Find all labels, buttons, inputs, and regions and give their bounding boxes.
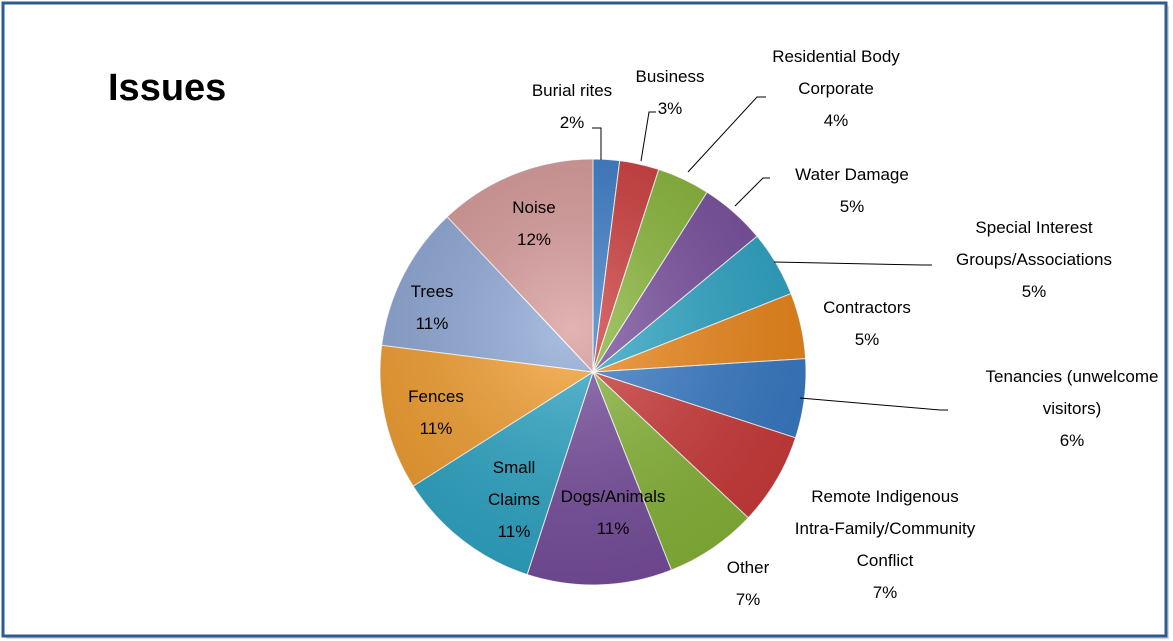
leader-line bbox=[592, 127, 602, 160]
category-label: Other bbox=[726, 558, 770, 577]
data-label: Noise 12% bbox=[484, 192, 584, 256]
leader-line bbox=[773, 261, 932, 266]
value-label: 3% bbox=[657, 99, 683, 118]
leader-line bbox=[640, 111, 656, 162]
data-label: Special Interest Groups/Associations 5% bbox=[924, 212, 1144, 308]
value-label: 7% bbox=[872, 583, 898, 602]
category-label: Dogs/Animals bbox=[560, 487, 666, 506]
category-label: Special Interest Groups/Associations bbox=[956, 218, 1112, 269]
data-label: Burial rites 2% bbox=[507, 75, 637, 139]
category-label: Remote Indigenous Intra-Family/Community… bbox=[794, 487, 976, 570]
category-label: Tenancies (unwelcome visitors) bbox=[985, 367, 1159, 418]
leader-line bbox=[687, 96, 766, 173]
category-label: Small Claims bbox=[488, 458, 540, 509]
value-label: 11% bbox=[419, 419, 453, 438]
category-label: Burial rites bbox=[531, 81, 613, 100]
data-label: Fences 11% bbox=[386, 381, 486, 445]
value-label: 5% bbox=[1021, 282, 1047, 301]
data-label: Trees 11% bbox=[382, 276, 482, 340]
data-label: Tenancies (unwelcome visitors) 6% bbox=[962, 361, 1173, 457]
data-label: Contractors 5% bbox=[807, 292, 927, 356]
category-label: Noise bbox=[512, 198, 556, 217]
value-label: 5% bbox=[839, 197, 865, 216]
value-label: 11% bbox=[497, 522, 531, 541]
value-label: 11% bbox=[415, 314, 449, 333]
chart-title: Issues bbox=[108, 67, 227, 109]
value-label: 5% bbox=[854, 330, 880, 349]
data-label: Business 3% bbox=[620, 61, 720, 125]
value-label: 12% bbox=[516, 230, 552, 249]
leader-line bbox=[799, 397, 948, 411]
value-label: 6% bbox=[1059, 431, 1085, 450]
data-label: Water Damage 5% bbox=[772, 159, 932, 223]
category-label: Contractors bbox=[823, 298, 911, 317]
category-label: Residential Body Corporate bbox=[772, 47, 900, 98]
category-label: Fences bbox=[408, 387, 464, 406]
value-label: 11% bbox=[596, 519, 630, 538]
value-label: 2% bbox=[559, 113, 585, 132]
value-label: 4% bbox=[823, 111, 849, 130]
data-label: Dogs/Animals 11% bbox=[558, 481, 668, 545]
data-label: Residential Body Corporate 4% bbox=[746, 41, 926, 137]
leader-line bbox=[734, 177, 770, 207]
category-label: Water Damage bbox=[795, 165, 909, 184]
category-label: Trees bbox=[410, 282, 454, 301]
value-label: 7% bbox=[735, 590, 761, 609]
leader-lines bbox=[592, 96, 948, 411]
data-label: Remote Indigenous Intra-Family/Community… bbox=[790, 481, 980, 609]
data-label: Small Claims 11% bbox=[474, 452, 554, 548]
data-label: Other 7% bbox=[713, 552, 783, 616]
category-label: Business bbox=[635, 67, 705, 86]
